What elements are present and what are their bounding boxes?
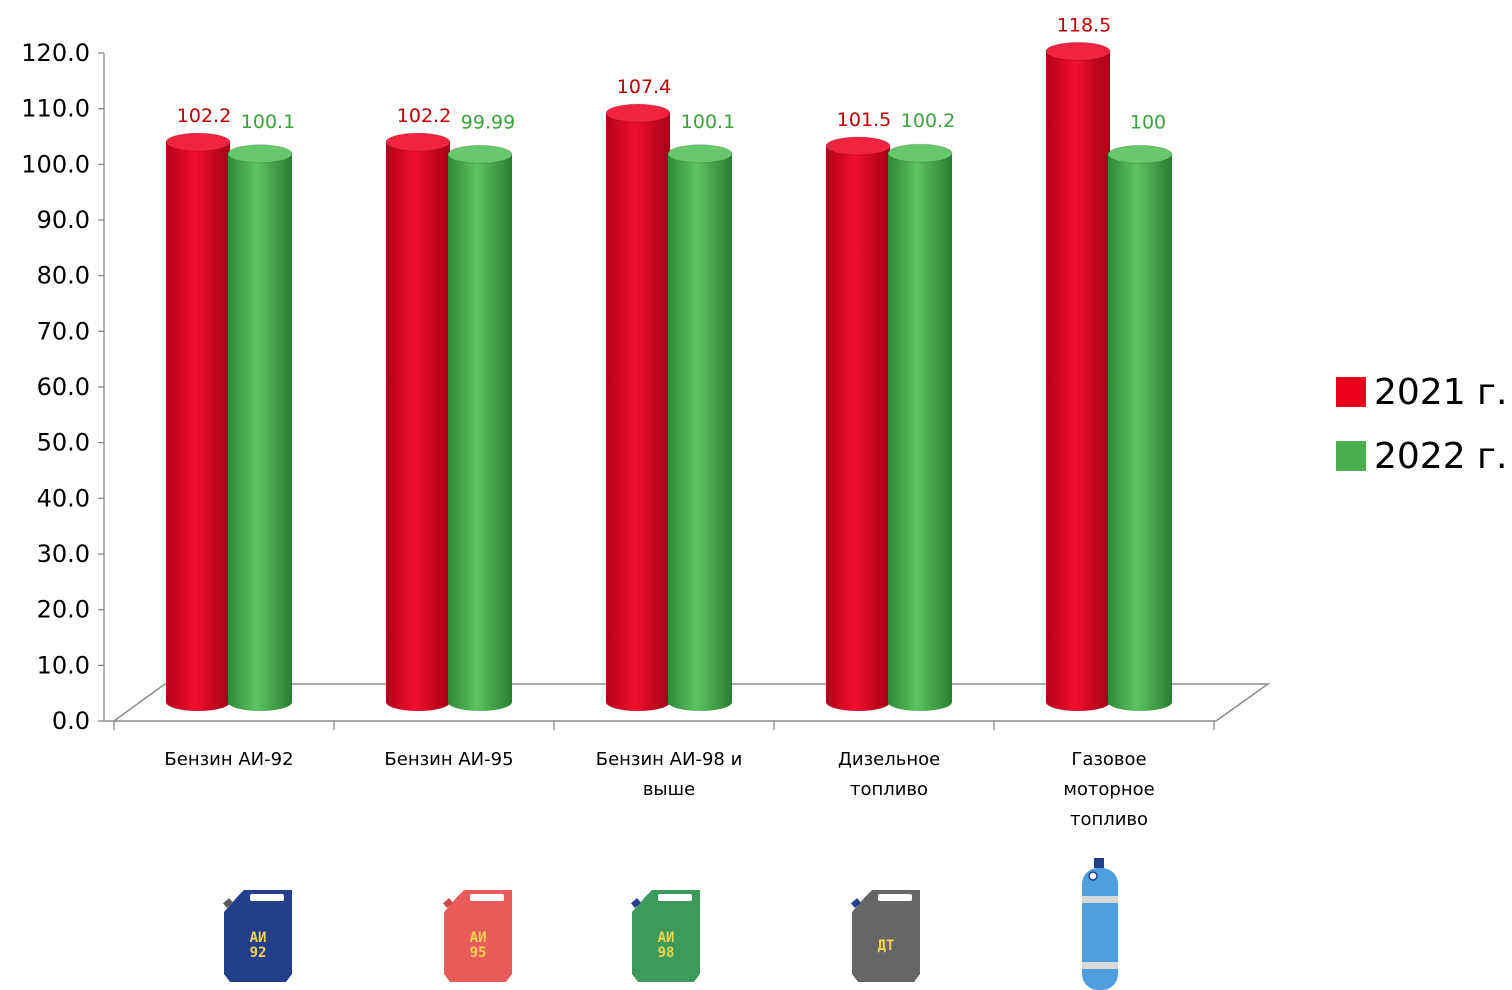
- x-tick-label: Бензин АИ-98 и: [596, 749, 743, 770]
- x-tick-label: Дизельное: [838, 749, 940, 770]
- data-label-2022: 100.2: [901, 110, 955, 132]
- data-label-2022: 100: [1130, 111, 1166, 133]
- bar-top-2021: [1045, 41, 1111, 61]
- bar-top-2022: [447, 144, 513, 164]
- x-tick-label: Бензин АИ-92: [164, 749, 293, 770]
- can-label-line1: АИ: [658, 930, 675, 946]
- y-tick-label: 110.0: [21, 95, 90, 123]
- data-label-2022: 100.1: [681, 111, 735, 133]
- x-tick-label: топливо: [1070, 809, 1148, 830]
- x-tick-label: выше: [643, 779, 695, 800]
- data-label-2022: 100.1: [241, 111, 295, 133]
- bar-2021: [606, 113, 670, 711]
- bar-2022: [1108, 154, 1172, 712]
- bar-2022: [228, 153, 292, 711]
- bar-top-2021: [605, 103, 671, 123]
- legend-item-2021: 2021 г.: [1336, 360, 1507, 424]
- bar-2021: [166, 142, 230, 711]
- y-tick-label: 60.0: [37, 373, 90, 401]
- x-tick-label: Бензин АИ-95: [384, 749, 513, 770]
- x-tick-label: Газовое: [1071, 749, 1146, 770]
- can-label-line1: ДТ: [878, 938, 895, 954]
- bar-top-2022: [1107, 144, 1173, 164]
- data-label-2021: 102.2: [177, 105, 231, 127]
- bar-2022: [668, 153, 732, 711]
- bar-top-2022: [887, 143, 953, 163]
- can-label-line1: АИ: [470, 930, 487, 946]
- y-tick-label: 90.0: [37, 206, 90, 234]
- x-tick-label: топливо: [850, 779, 928, 800]
- bar-2021: [1046, 51, 1110, 712]
- jerrycan-ai92-icon: АИ 92: [223, 890, 292, 982]
- can-label-line1: АИ: [250, 930, 267, 946]
- x-tick-label: моторное: [1063, 779, 1154, 800]
- data-label-2021: 101.5: [837, 109, 891, 131]
- bar-2021: [826, 145, 890, 711]
- data-label-2022: 99.99: [461, 111, 515, 133]
- jerrycan-dt-icon: ДТ: [851, 890, 920, 982]
- legend: 2021 г. 2022 г.: [1336, 360, 1507, 488]
- chart-floor: [111, 683, 1271, 722]
- y-tick-label: 40.0: [37, 484, 90, 512]
- bar-top-2021: [825, 136, 891, 156]
- y-tick-label: 0.0: [52, 707, 90, 735]
- can-label-line2: 92: [250, 945, 267, 961]
- bar-top-2021: [165, 132, 231, 152]
- y-tick-label: 100.0: [21, 150, 90, 178]
- jerrycan-ai95-icon: АИ 95: [443, 890, 512, 982]
- data-label-2021: 118.5: [1057, 14, 1111, 36]
- y-tick-label: 120.0: [21, 39, 90, 67]
- y-tick-label: 10.0: [37, 651, 90, 679]
- bar-top-2022: [227, 144, 293, 164]
- jerrycan-ai98-icon: АИ 98: [631, 890, 700, 982]
- bar-top-2021: [385, 132, 451, 152]
- legend-swatch-2022: [1336, 441, 1366, 471]
- y-tick-label: 80.0: [37, 262, 90, 290]
- legend-swatch-2021: [1336, 377, 1366, 407]
- data-label-2021: 107.4: [617, 76, 671, 98]
- y-tick-label: 70.0: [37, 317, 90, 345]
- can-label-line2: 98: [658, 945, 675, 961]
- data-label-2021: 102.2: [397, 105, 451, 127]
- legend-item-2022: 2022 г.: [1336, 424, 1507, 488]
- legend-label-2021: 2021 г.: [1374, 371, 1508, 413]
- bar-2021: [386, 142, 450, 711]
- bar-top-2022: [667, 144, 733, 164]
- gas-cylinder-icon: [1082, 858, 1118, 990]
- y-tick-label: 20.0: [37, 596, 90, 624]
- legend-label-2022: 2022 г.: [1374, 435, 1508, 477]
- bar-2022: [888, 153, 952, 712]
- can-label-line2: 95: [470, 945, 487, 961]
- bar-2022: [448, 154, 512, 711]
- y-tick-label: 50.0: [37, 429, 90, 457]
- y-tick-label: 30.0: [37, 540, 90, 568]
